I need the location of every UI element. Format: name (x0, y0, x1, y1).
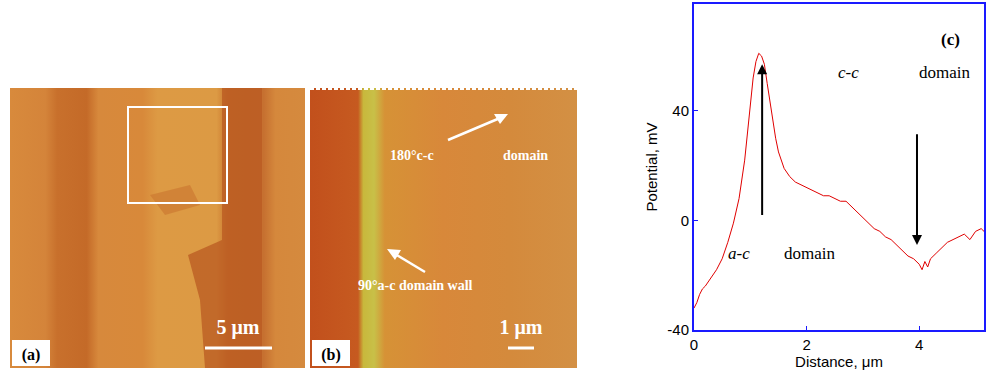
svg-text:5 μm: 5 μm (217, 316, 260, 339)
svg-text:(b): (b) (321, 346, 341, 364)
svg-text:Distance, μm: Distance, μm (795, 353, 883, 370)
svg-text:domain: domain (503, 148, 548, 163)
svg-text:0: 0 (681, 212, 689, 229)
svg-text:180°c-c: 180°c-c (390, 148, 434, 163)
svg-text:domain: domain (919, 63, 970, 82)
svg-text:-40: -40 (667, 321, 689, 338)
svg-text:0: 0 (690, 336, 698, 353)
svg-text:domain: domain (784, 244, 835, 263)
svg-text:a-c: a-c (728, 244, 750, 263)
svg-text:1 μm: 1 μm (500, 316, 543, 339)
svg-text:40: 40 (672, 102, 689, 119)
svg-text:(a): (a) (22, 346, 41, 364)
svg-text:c-c: c-c (838, 63, 859, 82)
svg-text:Potential, mV: Potential, mV (643, 122, 660, 211)
svg-text:90°a-c domain wall: 90°a-c domain wall (358, 278, 473, 293)
svg-text:4: 4 (915, 336, 923, 353)
svg-text:(c): (c) (941, 30, 960, 49)
svg-text:2: 2 (802, 336, 810, 353)
